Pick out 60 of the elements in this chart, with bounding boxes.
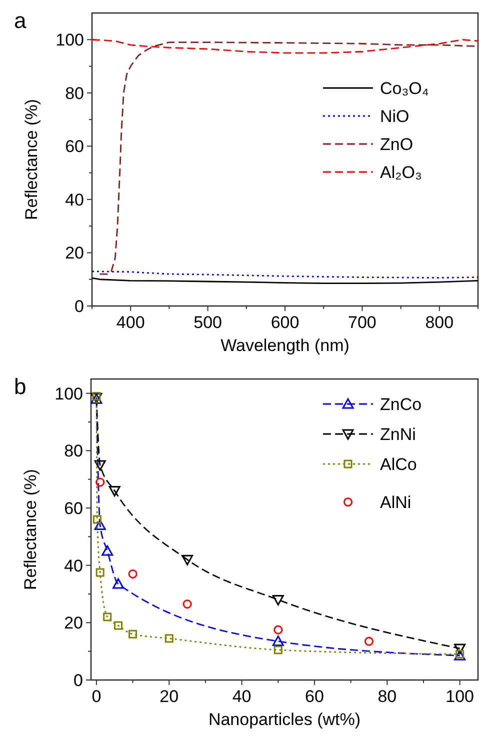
point <box>364 636 374 646</box>
point <box>94 519 106 530</box>
y-tick-label: 100 <box>54 384 83 404</box>
point <box>94 460 106 471</box>
x-tick-label: 400 <box>116 313 145 332</box>
x-tick-label: 80 <box>378 687 397 706</box>
point <box>274 625 283 634</box>
point <box>182 599 192 609</box>
legend-label: AlNi <box>380 493 412 512</box>
line-series <box>91 38 479 54</box>
y-tick-label: 40 <box>65 190 84 210</box>
x-axis-title: Nanoparticles (wt%) <box>208 710 361 729</box>
y-tick-label: 20 <box>64 614 83 633</box>
point <box>103 612 112 622</box>
x-tick-label: 20 <box>160 687 179 706</box>
y-tick-label: 80 <box>65 84 84 103</box>
point <box>96 478 105 487</box>
point <box>96 568 104 577</box>
y-tick-label: 20 <box>65 244 84 263</box>
legend-label: AlCo <box>380 455 417 474</box>
x-tick-label: 800 <box>425 313 454 332</box>
chart-title: a <box>14 8 27 33</box>
point <box>182 554 194 566</box>
y-tick-label: 40 <box>64 556 83 576</box>
y-tick-label: 60 <box>64 499 83 518</box>
y-axis-title: Reflectance (%) <box>21 469 40 590</box>
point <box>272 636 284 646</box>
legend-label: Co₃O₄ <box>380 79 429 98</box>
legend-label: ZnO <box>380 135 414 154</box>
y-axis-title: Reflectance (%) <box>22 99 41 220</box>
point <box>108 486 120 497</box>
chart-title: b <box>14 374 26 399</box>
line-series <box>91 270 479 278</box>
point <box>112 578 124 589</box>
x-tick-label: 500 <box>194 313 222 332</box>
point <box>128 569 138 578</box>
point <box>114 621 123 630</box>
legend-label: ZnCo <box>380 395 422 414</box>
legend-label: NiO <box>380 107 410 126</box>
x-tick-label: 100 <box>446 687 474 706</box>
point <box>274 646 282 654</box>
point <box>128 630 138 638</box>
x-tick-label: 600 <box>270 313 300 332</box>
y-tick-label: 0 <box>74 297 84 316</box>
x-axis-title: Wavelength (nm) <box>220 336 350 355</box>
point <box>454 644 466 654</box>
x-tick-label: 40 <box>232 687 252 706</box>
point <box>102 545 114 556</box>
y-tick-label: 60 <box>65 137 84 156</box>
y-tick-label: 0 <box>74 671 83 690</box>
point <box>92 515 102 524</box>
legend-label: Al₂O₃ <box>380 163 422 182</box>
x-tick-label: 700 <box>348 313 376 332</box>
y-tick-label: 100 <box>56 30 84 50</box>
y-tick-label: 80 <box>64 442 83 461</box>
x-tick-label: 60 <box>305 687 324 706</box>
legend-label: ZnNi <box>380 425 416 444</box>
x-tick-label: 0 <box>92 687 102 706</box>
point <box>164 634 174 643</box>
point <box>272 594 284 606</box>
